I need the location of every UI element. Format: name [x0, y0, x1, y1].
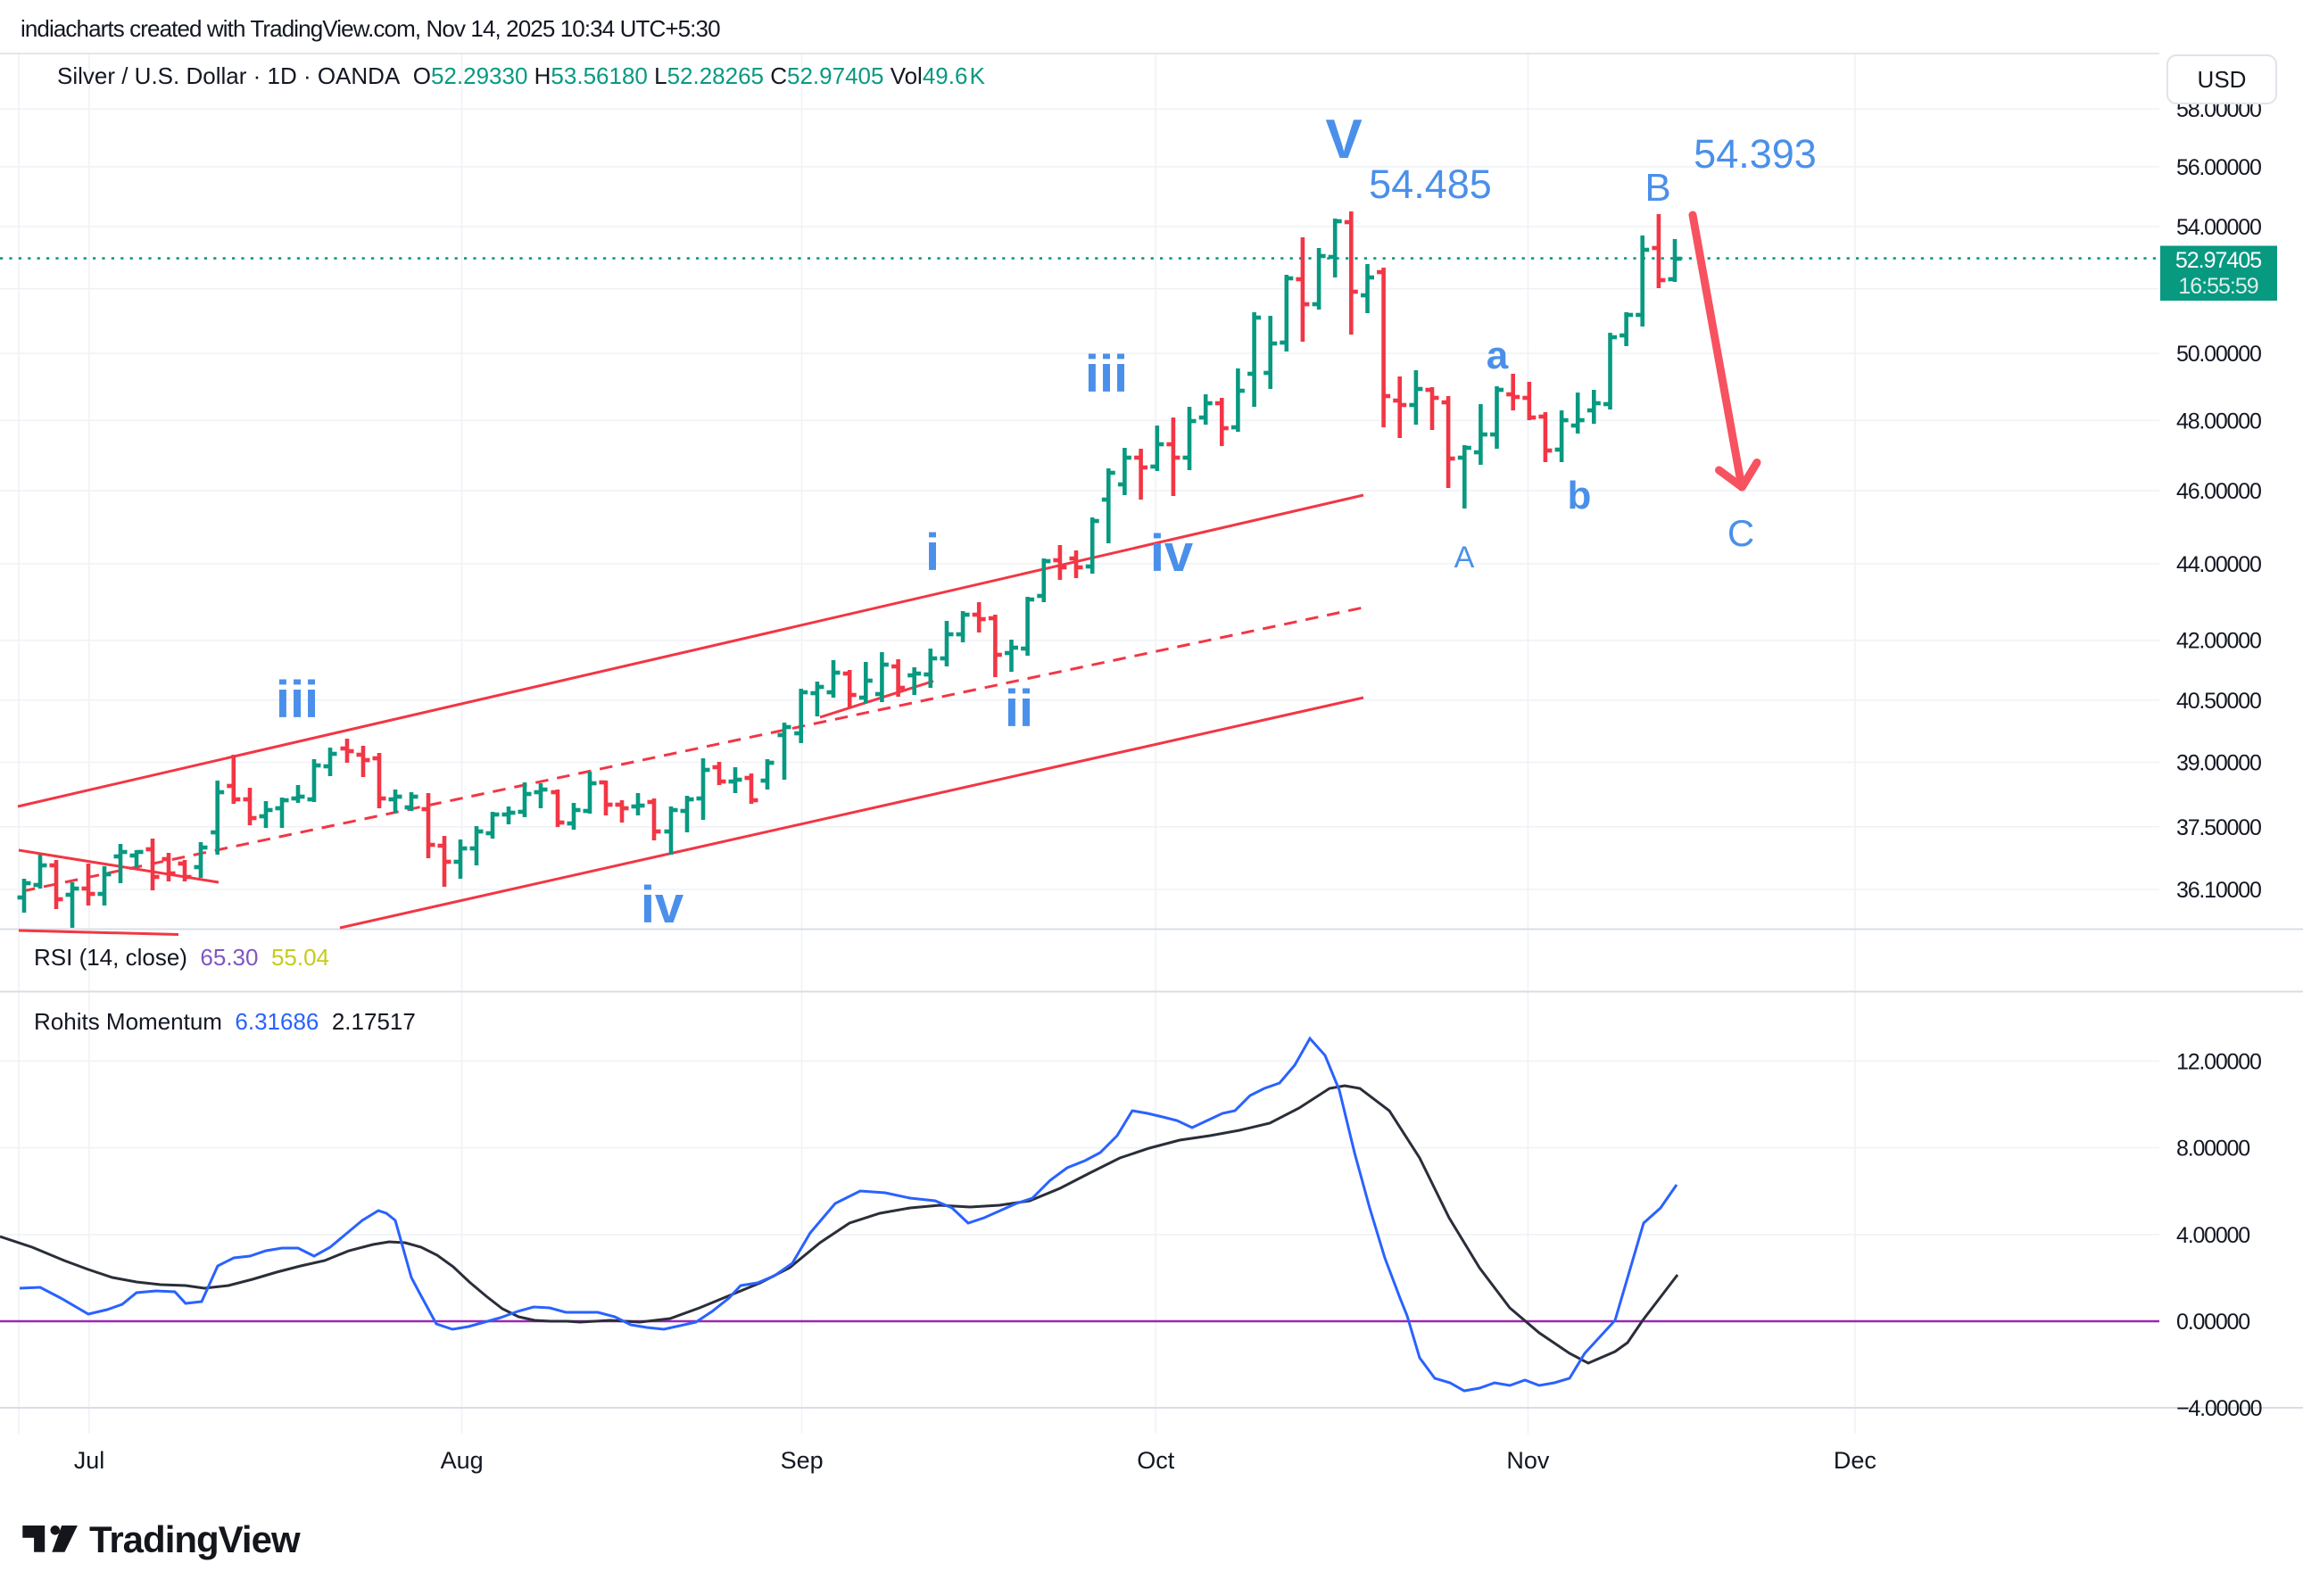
svg-text:44.00000: 44.00000: [2176, 552, 2261, 577]
svg-text:Aug: Aug: [441, 1447, 484, 1474]
svg-text:8.00000: 8.00000: [2176, 1137, 2249, 1162]
svg-text:48.00000: 48.00000: [2176, 409, 2261, 434]
svg-text:39.00000: 39.00000: [2176, 750, 2261, 775]
svg-text:Rohits Momentum 6.31686 2.17: Rohits Momentum 6.31686 2.17517: [34, 1008, 416, 1035]
svg-text:indiacharts created with Tradi: indiacharts created with TradingView.com…: [21, 15, 720, 42]
svg-text:C: C: [1727, 512, 1754, 554]
svg-text:B: B: [1644, 166, 1670, 210]
svg-text:iii: iii: [1085, 345, 1128, 403]
svg-text:0.00000: 0.00000: [2176, 1310, 2249, 1335]
svg-text:iv: iv: [1150, 525, 1193, 583]
svg-text:4.00000: 4.00000: [2176, 1223, 2249, 1248]
svg-text:56.00000: 56.00000: [2176, 155, 2261, 180]
svg-text:54.485: 54.485: [1369, 161, 1492, 207]
svg-text:50.00000: 50.00000: [2176, 342, 2261, 367]
svg-text:40.50000: 40.50000: [2176, 689, 2261, 714]
svg-text:TradingView: TradingView: [89, 1518, 301, 1560]
svg-text:37.50000: 37.50000: [2176, 815, 2261, 840]
svg-text:Jul: Jul: [74, 1447, 105, 1474]
svg-text:46.00000: 46.00000: [2176, 479, 2261, 504]
svg-text:16:55:59: 16:55:59: [2178, 274, 2257, 299]
svg-text:RSI (14, close) 65.30 55.04: RSI (14, close) 65.30 55.04: [34, 944, 329, 971]
svg-text:iii: iii: [276, 671, 319, 729]
svg-text:i: i: [925, 524, 940, 582]
svg-text:A: A: [1454, 541, 1475, 575]
svg-text:42.00000: 42.00000: [2176, 629, 2261, 654]
svg-text:b: b: [1568, 474, 1592, 517]
svg-text:52.97405: 52.97405: [2175, 248, 2261, 273]
svg-text:12.00000: 12.00000: [2176, 1049, 2261, 1074]
svg-text:36.10000: 36.10000: [2176, 878, 2261, 903]
svg-text:54.00000: 54.00000: [2176, 215, 2261, 240]
svg-text:Oct: Oct: [1137, 1447, 1175, 1474]
svg-text:V: V: [1325, 109, 1362, 170]
svg-text:54.393: 54.393: [1694, 131, 1817, 177]
svg-text:a: a: [1487, 334, 1509, 377]
svg-text:Silver / U.S. Dollar · 1D · OA: Silver / U.S. Dollar · 1D · OANDA O52.29…: [57, 62, 986, 89]
svg-text:USD: USD: [2198, 66, 2247, 93]
svg-text:ii: ii: [1005, 680, 1033, 738]
svg-text:Dec: Dec: [1834, 1447, 1876, 1474]
svg-text:iv: iv: [641, 876, 683, 934]
svg-text:Nov: Nov: [1506, 1447, 1550, 1474]
svg-text:−4.00000: −4.00000: [2176, 1396, 2262, 1421]
svg-text:Sep: Sep: [781, 1447, 824, 1474]
